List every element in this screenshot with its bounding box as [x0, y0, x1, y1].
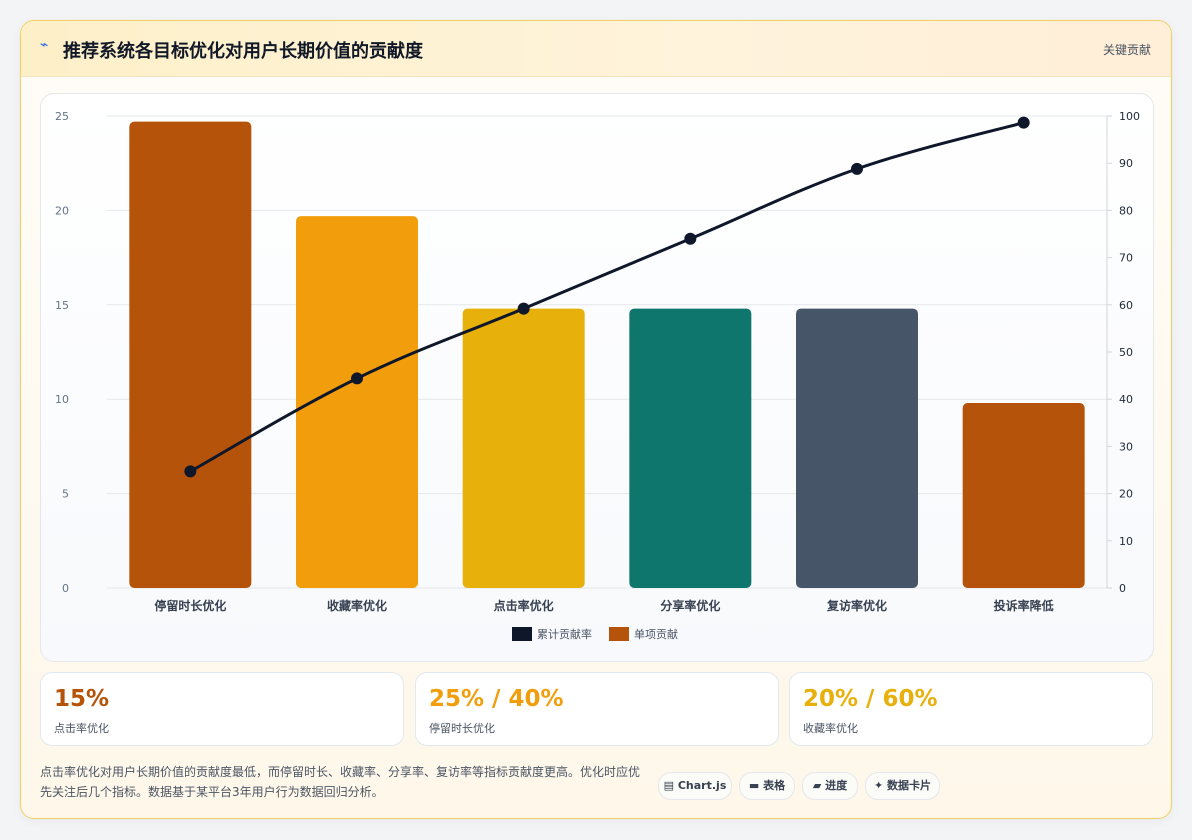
- dashboard-card: ⌁ 推荐系统各目标优化对用户长期价值的贡献度 关键贡献 0 5 10 15 20 25 0 1…: [20, 20, 1172, 819]
- kpi-card-click-rate: 15% 点击率优化: [40, 672, 404, 746]
- cumulative-point: [517, 302, 530, 315]
- kpi-value: 20% / 60%: [803, 686, 938, 712]
- y-left-tick-label: 5: [62, 488, 69, 501]
- y-left-tick-label: 25: [55, 110, 69, 123]
- x-tick-label: 投诉率降低: [994, 598, 1054, 613]
- y-left-tick-label: 0: [62, 582, 69, 595]
- lightning-icon: ⌁: [40, 37, 49, 53]
- chip-label: 数据卡片: [887, 779, 932, 792]
- bar-4: [629, 308, 752, 588]
- y-right-tick-label: 80: [1119, 204, 1133, 217]
- kpi-label: 停留时长优化: [429, 722, 495, 735]
- legend-label: 单项贡献: [634, 627, 678, 641]
- card-title: 推荐系统各目标优化对用户长期价值的贡献度: [63, 41, 423, 62]
- y-right-tick-label: 40: [1119, 393, 1133, 406]
- bar-3: [462, 308, 585, 588]
- bar-2: [296, 216, 418, 588]
- legend-swatch: [609, 627, 629, 641]
- x-tick-label: 收藏率优化: [327, 598, 387, 613]
- cumulative-point: [351, 372, 363, 385]
- bar-5: [796, 308, 918, 588]
- legend-swatch: [512, 627, 532, 641]
- cumulative-line: [189, 121, 1025, 473]
- bar-1: [129, 121, 252, 588]
- cumulative-point: [684, 232, 697, 245]
- progress-icon: ▰: [812, 779, 822, 792]
- bar-6: [962, 402, 1085, 588]
- chip-progress[interactable]: ▰ 进度: [802, 772, 858, 800]
- kpi-value: 25% / 40%: [429, 686, 564, 712]
- y-right-tick-label: 10: [1119, 535, 1133, 548]
- footnote: 点击率优化对用户长期价值的贡献度最低，而停留时长、收藏率、分享率、复访率等指标贡…: [40, 765, 641, 799]
- y-right-tick-label: 90: [1119, 157, 1133, 170]
- header-tag: 关键贡献: [1102, 43, 1151, 57]
- kpi-card-dwell-time: 25% / 40% 停留时长优化: [415, 672, 779, 746]
- table-icon: ▬: [748, 779, 760, 792]
- x-tick-label: 停留时长优化: [154, 598, 226, 613]
- x-tick-label: 分享率优化: [660, 598, 720, 613]
- kpi-card-favorite-rate: 20% / 60% 收藏率优化: [789, 672, 1153, 746]
- y-right-tick-label: 0: [1119, 582, 1126, 595]
- y-right-tick-label: 70: [1119, 252, 1133, 265]
- chart-icon: ▤: [663, 779, 675, 792]
- kpi-label: 收藏率优化: [803, 722, 858, 735]
- legend-label: 累计贡献率: [537, 627, 592, 641]
- chip-data-card[interactable]: ✦ 数据卡片: [865, 772, 940, 800]
- card-header: ⌁ 推荐系统各目标优化对用户长期价值的贡献度 关键贡献: [21, 21, 1171, 77]
- x-tick-label: 点击率优化: [494, 598, 554, 613]
- y-right-tick-label: 60: [1119, 299, 1133, 312]
- kpi-value: 15%: [54, 686, 110, 712]
- cumulative-point: [184, 465, 197, 478]
- sparkle-icon: ✦: [873, 779, 884, 792]
- chip-chartjs[interactable]: ▤ Chart.js: [658, 772, 732, 800]
- kpi-label: 点击率优化: [54, 722, 109, 735]
- y-left-tick-label: 20: [55, 204, 69, 217]
- cumulative-point: [851, 162, 863, 175]
- chip-label: 表格: [763, 779, 786, 792]
- x-tick-label: 复访率优化: [826, 598, 887, 613]
- y-left-tick-label: 10: [55, 393, 69, 406]
- y-right-tick-label: 100: [1119, 110, 1140, 123]
- y-right-tick-label: 50: [1119, 346, 1133, 359]
- chip-label: Chart.js: [677, 779, 727, 792]
- y-left-tick-label: 15: [55, 299, 69, 312]
- chart-panel: 0 5 10 15 20 25 0 10 20 30 40 50 60 70 80 90 100 停留时长优化 收藏…: [40, 93, 1154, 662]
- cumulative-point: [1017, 116, 1030, 129]
- pareto-chart: 0 5 10 15 20 25 0 10 20 30 40 50 60 70 80 90 100 停留时长优化 收藏…: [55, 110, 1140, 641]
- y-right-tick-label: 20: [1119, 488, 1133, 501]
- y-right-tick-label: 30: [1119, 440, 1133, 453]
- chip-label: 进度: [825, 779, 848, 792]
- chip-table[interactable]: ▬ 表格: [739, 772, 795, 800]
